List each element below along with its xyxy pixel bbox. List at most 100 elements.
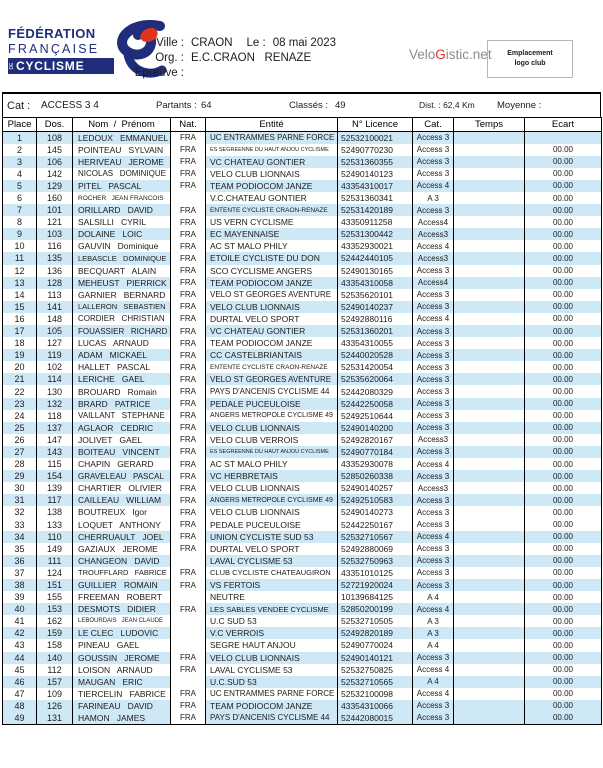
cell-cat: Access 3 bbox=[412, 288, 454, 301]
cell-name: FOUASSIER RICHARD bbox=[72, 325, 171, 338]
cell-temps bbox=[453, 494, 525, 507]
cell-temps bbox=[453, 240, 525, 253]
table-row: 16 148 CORDIER CHRISTIAN FRA DURTAL VELO SPO… bbox=[2, 312, 602, 325]
cell-place: 36 bbox=[2, 554, 37, 567]
table-row: 35 149 GAZIAUX JEROME FRA DURTAL VELO SPORT 5… bbox=[2, 542, 602, 555]
cell-temps bbox=[453, 179, 525, 192]
cell-temps bbox=[453, 216, 525, 229]
cell-temps bbox=[453, 385, 525, 398]
table-row: 1 108 LEDOUX EMMANUEL FRA UC ENTRAMMES PARNE… bbox=[2, 131, 602, 144]
ffc-logo-line3: CYCLISME bbox=[16, 59, 85, 73]
event-header: Ville : CRAON Le : 08 mai 2023 Org. : E.… bbox=[112, 37, 412, 82]
cell-cat: Access 3 bbox=[412, 566, 454, 579]
cell-dos: 101 bbox=[36, 204, 73, 217]
cell-dos: 116 bbox=[36, 240, 73, 253]
cell-nat: FRA bbox=[170, 216, 206, 229]
cell-entity: LES SABLES VENDEE CYCLISME bbox=[205, 603, 338, 616]
org-value: E.C.CRAON RENAZE bbox=[191, 52, 312, 64]
cell-entity: VC HERBRETAIS bbox=[205, 470, 338, 483]
cell-temps bbox=[453, 470, 525, 483]
cell-ecart: 00.00 bbox=[524, 252, 602, 265]
cell-licence: 52532710505 bbox=[337, 615, 413, 628]
cell-cat: Access3 bbox=[412, 433, 454, 446]
cell-name: SALSILLI CYRIL bbox=[72, 216, 171, 229]
cell-cat: Access3 bbox=[412, 228, 454, 241]
epreuve-label: Epreuve : bbox=[134, 67, 184, 79]
cell-temps bbox=[453, 578, 525, 592]
table-row: 21 114 LERICHE GAEL FRA VELO ST GEORGES AVEN… bbox=[2, 373, 602, 386]
cell-place: 4 bbox=[2, 167, 37, 180]
cell-cat: Access 3 bbox=[412, 373, 454, 386]
cell-licence: 52492880116 bbox=[337, 312, 413, 325]
cell-dos: 160 bbox=[36, 191, 73, 205]
cell-name: AGLAOR CEDRIC bbox=[72, 421, 171, 434]
cell-name: DESMOTS DIDIER bbox=[72, 603, 171, 616]
cell-temps bbox=[453, 530, 525, 543]
cell-name: BROUARD Romain bbox=[72, 385, 171, 398]
table-row: 5 129 PITEL PASCAL FRA TEAM PODIOCOM JANZE 43… bbox=[2, 179, 602, 192]
cell-nat: FRA bbox=[170, 228, 206, 241]
cell-entity: U.C SUD 53 bbox=[205, 615, 338, 628]
cell-cat: Access 3 bbox=[412, 542, 454, 555]
cell-place: 28 bbox=[2, 458, 37, 471]
partants-value: 64 bbox=[201, 100, 212, 111]
cell-nat: FRA bbox=[170, 252, 206, 265]
cell-temps bbox=[453, 155, 525, 168]
cell-dos: 126 bbox=[36, 699, 73, 712]
cell-place: 42 bbox=[2, 627, 37, 640]
cell-name: HALLET PASCAL bbox=[72, 361, 171, 374]
cell-temps bbox=[453, 699, 525, 712]
cell-ecart: 00.00 bbox=[524, 421, 602, 434]
cell-temps bbox=[453, 566, 525, 579]
cell-dos: 119 bbox=[36, 349, 73, 362]
cell-place: 13 bbox=[2, 276, 37, 289]
ffc-logo: FÉDÉRATION FRANÇAISE DE CYCLISME bbox=[8, 20, 178, 98]
cell-entity: TEAM PODIOCOM JANZE bbox=[205, 337, 338, 350]
cell-entity: ENTENTE CYCLISTE CRAON-RENAZE bbox=[205, 361, 338, 374]
cell-ecart: 00.00 bbox=[524, 675, 602, 688]
cell-entity: V.C.CHATEAU GONTIER bbox=[205, 191, 338, 205]
cell-dos: 139 bbox=[36, 482, 73, 495]
cell-temps bbox=[453, 506, 525, 519]
cell-ecart: 00.00 bbox=[524, 373, 602, 386]
table-row: 23 132 BRARD PATRICE FRA PEDALE PUCEULOISE 52… bbox=[2, 397, 602, 410]
cell-temps bbox=[453, 143, 525, 156]
table-row: 33 133 LOQUET ANTHONY FRA PEDALE PUCEULOISE 5… bbox=[2, 518, 602, 531]
cell-licence: 52531300442 bbox=[337, 228, 413, 241]
cell-cat: Access 4 bbox=[412, 240, 454, 253]
cell-nat: FRA bbox=[170, 204, 206, 217]
cell-ecart: 00.00 bbox=[524, 506, 602, 519]
cell-place: 24 bbox=[2, 409, 37, 422]
cell-dos: 102 bbox=[36, 361, 73, 374]
cell-temps bbox=[453, 191, 525, 205]
cell-cat: Access 3 bbox=[412, 385, 454, 398]
cell-ecart: 00.00 bbox=[524, 627, 602, 640]
table-row: 44 140 GOUSSIN JEROME FRA VELO CLUB LIONNAIS… bbox=[2, 651, 602, 664]
cell-licence: 52532710565 bbox=[337, 675, 413, 688]
cell-place: 17 bbox=[2, 325, 37, 338]
table-header: Place Dos. Nom / Prénom Nat. Entité N° Licenc… bbox=[2, 117, 602, 132]
cell-entity: VELO CLUB LIONNAIS bbox=[205, 167, 338, 180]
cell-cat: A 3 bbox=[412, 191, 454, 205]
table-row: 18 127 LUCAS ARNAUD FRA TEAM PODIOCOM JANZE 4… bbox=[2, 337, 602, 350]
cell-place: 39 bbox=[2, 591, 37, 604]
cell-place: 11 bbox=[2, 252, 37, 265]
cell-dos: 148 bbox=[36, 312, 73, 325]
table-row: 47 109 TIERCELIN FABRICE FRA UC ENTRAMMES PA… bbox=[2, 687, 602, 700]
cell-name: GRAVELEAU PASCAL bbox=[72, 470, 171, 483]
table-row: 42 159 LE CLEC LUDOVIC V.C VERROIS 524928201… bbox=[2, 627, 602, 640]
cell-nat: FRA bbox=[170, 482, 206, 495]
cell-name: CHARTIER OLIVIER bbox=[72, 482, 171, 495]
cell-nat: FRA bbox=[170, 458, 206, 471]
cell-entity: UC ENTRAMMES PARNE FORCE bbox=[205, 687, 338, 700]
cell-licence: 52531360355 bbox=[337, 155, 413, 168]
cell-licence: 52531420054 bbox=[337, 361, 413, 374]
cell-name: HAMON JAMES bbox=[72, 712, 171, 725]
cell-cat: Access3 bbox=[412, 252, 454, 265]
column-header-ecart: Ecart bbox=[524, 117, 602, 132]
cell-entity: ANGERS METROPOLE CYCLISME 49 bbox=[205, 494, 338, 507]
cell-place: 19 bbox=[2, 349, 37, 362]
cell-ecart: 00.00 bbox=[524, 603, 602, 616]
table-row: 41 162 LEBOURDAIS JEAN CLAUDE U.C SUD 53 525… bbox=[2, 615, 602, 628]
